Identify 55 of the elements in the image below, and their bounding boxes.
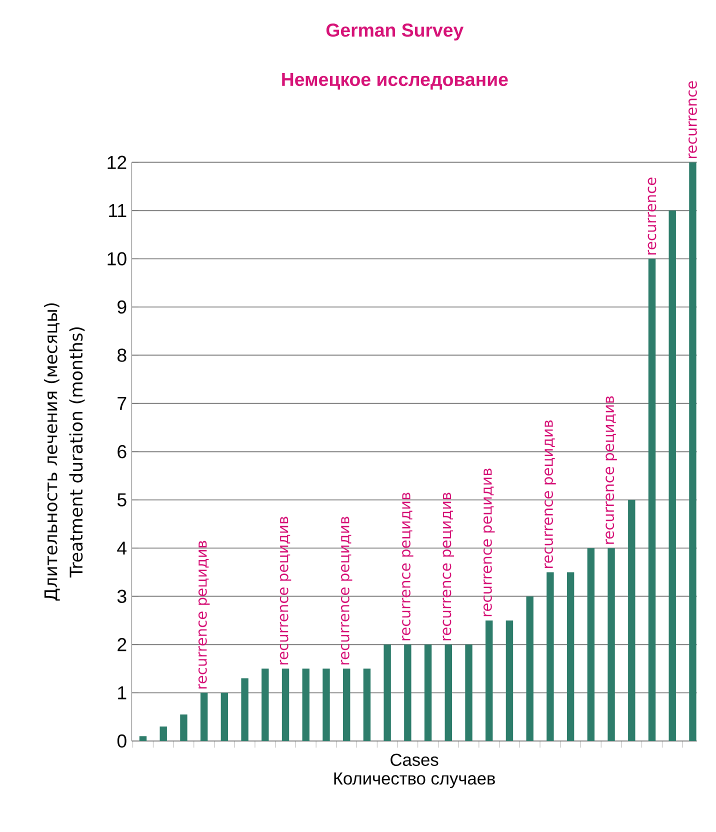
annotation: recurrence рецидив: [340, 516, 352, 664]
annotation: recurrence рецидив: [544, 420, 556, 568]
bar: [506, 620, 514, 741]
y-tick-label: 4: [117, 542, 127, 555]
y-tick-label: 5: [117, 493, 126, 506]
bar: [200, 692, 208, 741]
y-tick-label: 2: [118, 638, 126, 652]
y-tick-label: 8: [118, 348, 126, 362]
bar: [322, 668, 330, 741]
x-axis-title: Cases Количество случаев: [334, 754, 495, 788]
bar: [343, 668, 350, 741]
annotation: recurrence рецидив: [483, 468, 495, 616]
bar: [384, 644, 391, 741]
bar: [139, 736, 147, 741]
bar: [465, 644, 472, 741]
y-tick-label: 6: [118, 445, 126, 458]
annotation: recurrence рецидив: [442, 492, 454, 640]
chart-subtitle: Немецкое исследование: [282, 73, 508, 90]
bar: [608, 548, 615, 741]
bar: [363, 668, 371, 741]
bar: [668, 210, 676, 741]
bar: [546, 572, 554, 741]
bar: [404, 644, 412, 741]
y-tick-label: 3: [117, 590, 126, 603]
bar: [241, 678, 248, 741]
y-axis-title: Длительность лечения (месяцы) Treatment duration (months): [44, 303, 85, 601]
annotation: recurrence рецидив: [402, 492, 414, 640]
bar: [220, 692, 228, 741]
y-tick-label: 7: [118, 397, 126, 410]
bar: [628, 500, 636, 741]
chart-title: German Survey: [326, 24, 464, 40]
text: recurrence: [688, 81, 697, 158]
bar: [689, 162, 696, 741]
y-tick-label: 0: [117, 734, 126, 748]
annotation: recurrence: [648, 178, 656, 255]
bar: [587, 548, 595, 741]
y-tick-label: 12: [108, 156, 126, 169]
bar: [282, 668, 290, 741]
y-tick-label: 11: [109, 204, 126, 217]
bar: [526, 596, 534, 741]
bar: [648, 258, 656, 741]
bar: [566, 572, 574, 741]
bar: [444, 644, 452, 741]
annotation: recurrence рецидив: [280, 516, 292, 664]
bar: [262, 668, 269, 741]
bar: [302, 668, 310, 741]
annotation: recurrence рецидив: [606, 396, 617, 544]
y-tick-label: 1: [118, 686, 126, 700]
bar: [160, 726, 167, 741]
annotation: recurrence рецидив: [198, 540, 210, 688]
y-tick-label: 9: [118, 300, 126, 314]
bar: [424, 644, 432, 741]
bar: [180, 714, 188, 741]
y-tick-label: 10: [108, 252, 126, 266]
bar: [486, 620, 493, 741]
